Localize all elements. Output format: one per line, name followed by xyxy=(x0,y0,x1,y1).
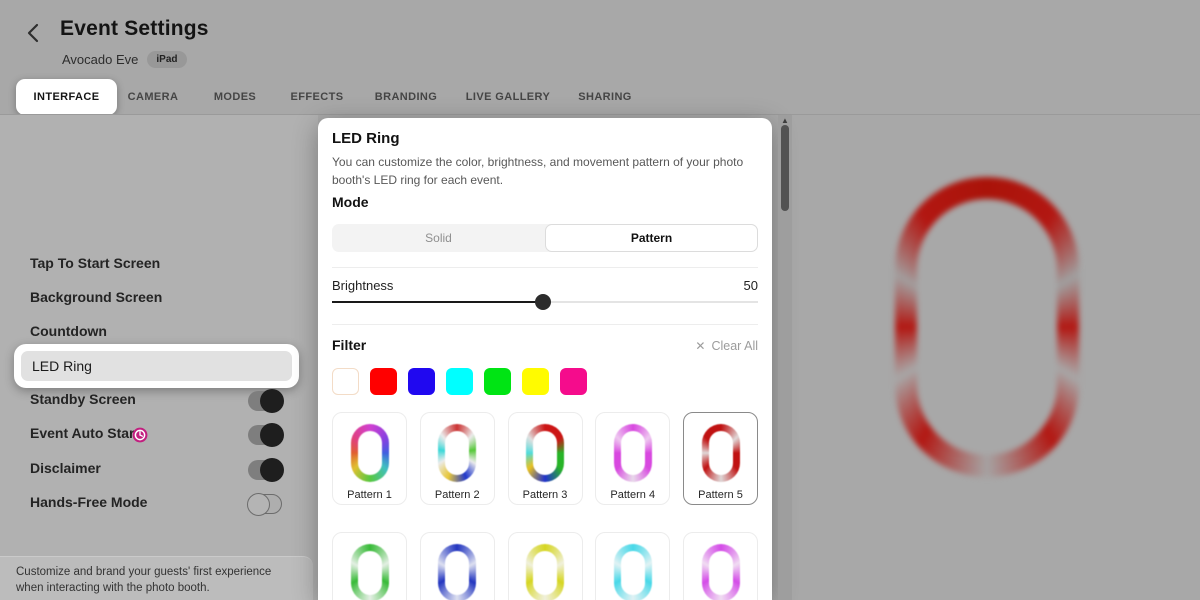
pattern-ring-icon xyxy=(701,424,740,482)
divider xyxy=(332,267,758,268)
scrollbar-thumb[interactable] xyxy=(781,125,789,211)
sidebar-footer-note: Customize and brand your guests' first e… xyxy=(16,566,272,595)
sidebar-item-standby[interactable]: Standby Screen xyxy=(30,391,136,407)
device-badge: iPad xyxy=(147,51,187,68)
auto-start-toggle[interactable] xyxy=(248,423,284,447)
sidebar-item-countdown[interactable]: Countdown xyxy=(30,323,107,339)
tab-sharing[interactable]: SHARING xyxy=(578,91,632,103)
led-ring-highlight: LED Ring xyxy=(21,351,292,381)
mode-option-pattern[interactable]: Pattern xyxy=(545,224,758,252)
pattern-ring-icon xyxy=(613,424,652,482)
mode-segmented-control: Solid Pattern xyxy=(332,224,758,252)
pattern-card-6[interactable] xyxy=(332,532,407,600)
panel-title: LED Ring xyxy=(332,130,400,147)
filter-label: Filter xyxy=(332,337,367,353)
pattern-card-1[interactable]: Pattern 1 xyxy=(332,412,407,505)
tab-branding[interactable]: BRANDING xyxy=(374,91,438,103)
hands-free-toggle[interactable] xyxy=(247,493,282,516)
tabbar-divider xyxy=(0,114,1200,115)
clock-icon xyxy=(132,427,148,443)
swatch-blue[interactable] xyxy=(408,368,435,395)
pattern-ring-icon xyxy=(438,424,477,482)
pattern-card-9[interactable] xyxy=(595,532,671,600)
pattern-ring-icon xyxy=(438,544,477,600)
pattern-card-2[interactable]: Pattern 2 xyxy=(419,412,495,505)
brightness-slider-fill xyxy=(332,301,543,303)
pattern-ring-icon xyxy=(613,544,652,600)
sidebar-item-hands-free[interactable]: Hands-Free Mode xyxy=(30,494,148,510)
tab-camera[interactable]: CAMERA xyxy=(127,91,179,103)
settings-sidebar: Tap To Start Screen Background Screen Co… xyxy=(0,115,318,600)
brightness-value: 50 xyxy=(743,278,758,293)
swatch-yellow[interactable] xyxy=(522,368,549,395)
pattern-ring-icon xyxy=(350,424,389,482)
swatch-green[interactable] xyxy=(484,368,511,395)
sidebar-footer: Customize and brand your guests' first e… xyxy=(0,556,313,600)
pattern-label: Pattern 4 xyxy=(610,489,656,501)
swatch-pink[interactable] xyxy=(560,368,587,395)
pattern-label: Pattern 3 xyxy=(522,489,568,501)
pattern-card-8[interactable] xyxy=(507,532,583,600)
event-name: Avocado Eve xyxy=(62,52,139,67)
brightness-label: Brightness xyxy=(332,278,394,293)
scroll-up-icon[interactable]: ▲ xyxy=(781,116,789,125)
pattern-card-10[interactable] xyxy=(683,532,758,600)
chevron-left-icon xyxy=(27,23,39,43)
pattern-card-7[interactable] xyxy=(419,532,495,600)
led-ring-preview xyxy=(895,177,1079,477)
sidebar-item-background[interactable]: Background Screen xyxy=(30,289,163,305)
pattern-card-4[interactable]: Pattern 4 xyxy=(595,412,671,505)
pattern-label: Pattern 2 xyxy=(434,489,480,501)
panel-description: You can customize the color, brightness,… xyxy=(332,155,744,187)
standby-toggle[interactable] xyxy=(248,389,284,413)
clear-all-label: Clear All xyxy=(711,339,758,353)
sidebar-item-tap-to-start[interactable]: Tap To Start Screen xyxy=(30,255,161,271)
led-ring-panel: LED Ring You can customize the color, br… xyxy=(318,118,772,600)
close-icon: ✕ xyxy=(695,339,706,353)
pattern-grid: Pattern 1 Pattern 2 Pattern 3 Pattern 4 … xyxy=(332,412,758,600)
brightness-slider-thumb[interactable] xyxy=(535,294,551,310)
filter-swatches xyxy=(332,368,587,395)
swatch-cyan[interactable] xyxy=(446,368,473,395)
pattern-ring-icon xyxy=(350,544,389,600)
tab-interface[interactable]: INTERFACE xyxy=(16,79,117,115)
led-ring-preview-hole xyxy=(917,199,1057,455)
pattern-ring-icon xyxy=(701,544,740,600)
pattern-label: Pattern 1 xyxy=(347,489,392,501)
pattern-card-3[interactable]: Pattern 3 xyxy=(507,412,583,505)
back-button[interactable] xyxy=(24,22,44,44)
pattern-card-5[interactable]: Pattern 5 xyxy=(683,412,758,505)
tab-live-gallery[interactable]: LIVE GALLERY xyxy=(465,91,551,103)
sidebar-item-disclaimer[interactable]: Disclaimer xyxy=(30,460,101,476)
page-title: Event Settings xyxy=(60,17,209,40)
sidebar-item-led-ring[interactable]: LED Ring xyxy=(14,344,299,388)
clear-all-button[interactable]: ✕ Clear All xyxy=(695,339,758,353)
pattern-ring-icon xyxy=(526,424,564,482)
mode-label: Mode xyxy=(332,194,369,210)
sidebar-item-auto-start[interactable]: Event Auto Start xyxy=(30,425,140,441)
panel-scrollbar[interactable]: ▲ xyxy=(778,115,792,600)
sidebar-item-led-ring-label: LED Ring xyxy=(32,358,92,374)
mode-option-solid[interactable]: Solid xyxy=(425,231,452,245)
pattern-label: Pattern 5 xyxy=(698,489,743,501)
swatch-red[interactable] xyxy=(370,368,397,395)
swatch-white[interactable] xyxy=(332,368,359,395)
disclaimer-toggle[interactable] xyxy=(248,458,284,482)
divider xyxy=(332,324,758,325)
tab-modes[interactable]: MODES xyxy=(213,91,257,103)
tab-effects[interactable]: EFFECTS xyxy=(290,91,344,103)
tab-interface-label: INTERFACE xyxy=(33,91,100,103)
pattern-ring-icon xyxy=(526,544,564,600)
